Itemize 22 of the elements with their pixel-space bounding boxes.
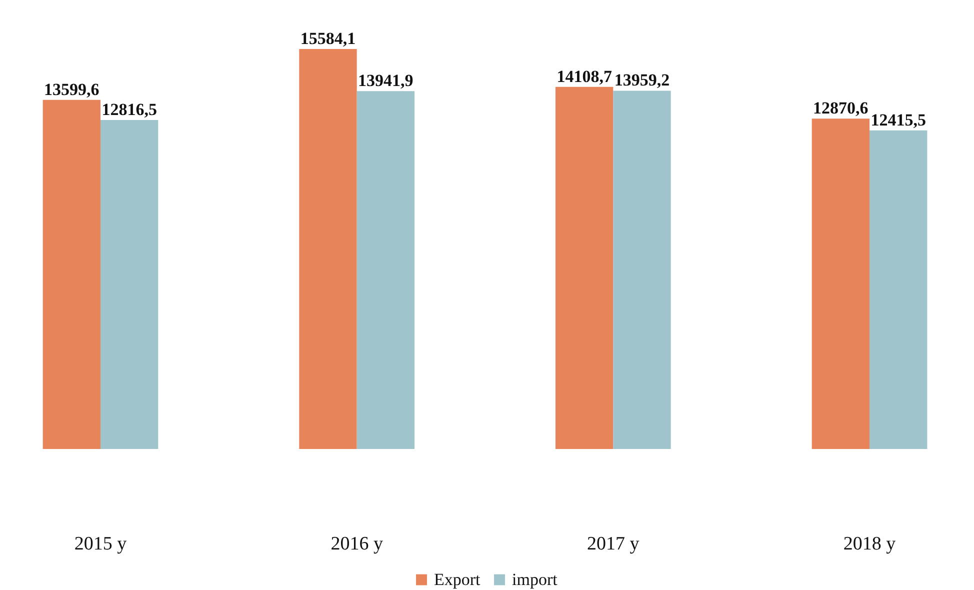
bar — [613, 90, 671, 449]
data-label: 13599,6 — [44, 80, 100, 99]
x-tick-label: 2016 y — [330, 534, 384, 554]
data-label: 12816,5 — [102, 100, 157, 120]
bar — [100, 120, 158, 449]
bar — [42, 100, 100, 449]
legend-label: import — [512, 570, 558, 589]
bar — [555, 86, 614, 449]
bar — [870, 130, 928, 449]
bar — [299, 49, 357, 449]
data-label: 13941,9 — [358, 71, 414, 90]
data-label: 14108,7 — [556, 66, 612, 86]
data-label: 13959,2 — [614, 70, 670, 90]
x-tick-label: 2017 y — [587, 534, 640, 554]
legend-label: Export — [434, 570, 481, 589]
data-label: 12415,5 — [870, 110, 926, 130]
data-label: 12870,6 — [813, 98, 868, 118]
x-tick-label: 2015 y — [74, 534, 128, 554]
data-label: 15584,1 — [300, 29, 356, 48]
bar — [812, 118, 870, 449]
bar — [356, 91, 415, 449]
x-tick-label: 2018 y — [843, 534, 896, 554]
